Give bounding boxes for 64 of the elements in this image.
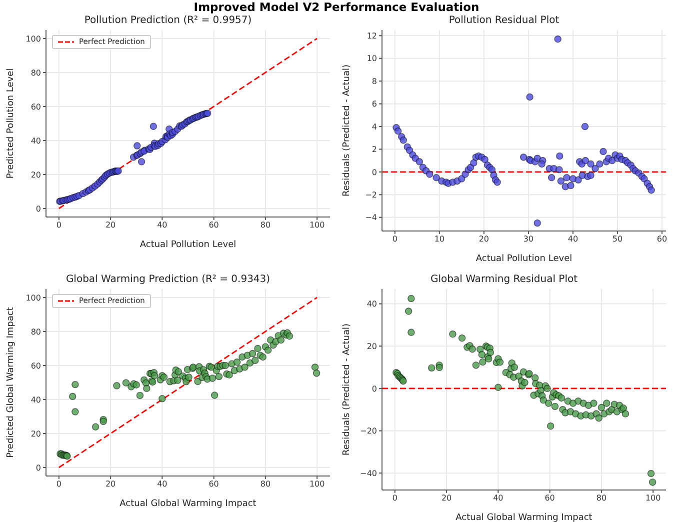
y-tick-label: 40 — [30, 136, 41, 146]
x-tick-label: 80 — [260, 480, 271, 489]
x-axis-title: Actual Pollution Level — [476, 254, 572, 264]
y-tick-label: 10 — [366, 54, 377, 64]
x-tick-label: 40 — [568, 234, 578, 244]
y-axis-title: Predicted Pollution Level — [6, 68, 16, 179]
x-tick-label: 100 — [309, 220, 325, 230]
x-tick-label: 20 — [105, 480, 116, 489]
chart-title: Global Warming Residual Plot — [429, 273, 579, 286]
y-tick-label: 0 — [36, 463, 41, 472]
x-tick-label: 40 — [157, 480, 168, 489]
x-axis-title: Actual Global Warming Impact — [456, 513, 593, 522]
y-tick-label: 0 — [372, 168, 377, 177]
y-tick-label: 8 — [372, 76, 377, 86]
text: Improved Model V2 Performance Evaluation — [192, 0, 480, 14]
x-tick-label: 0 — [392, 234, 398, 244]
y-tick-label: 0 — [36, 204, 41, 214]
x-tick-label: 20 — [478, 234, 490, 244]
x-tick-label: 30 — [523, 234, 534, 244]
x-tick-label: 60 — [544, 494, 555, 503]
y-tick-label: 40 — [366, 300, 377, 309]
y-tick-label: 20 — [30, 170, 41, 180]
y-tick-label: −40 — [360, 468, 377, 478]
y-tick-label: −20 — [360, 426, 377, 436]
y-tick-label: 80 — [30, 68, 41, 78]
x-tick-label: 0 — [56, 220, 62, 230]
x-tick-label: 40 — [157, 220, 168, 230]
y-tick-label: 4 — [372, 122, 377, 132]
x-tick-label: 20 — [105, 220, 116, 230]
y-tick-label: −2 — [365, 190, 377, 200]
x-tick-label: 100 — [645, 494, 661, 503]
y-axis-title: Residuals (Predicted - Actual) — [342, 324, 352, 456]
y-tick-label: 12 — [366, 32, 377, 41]
x-tick-label: 0 — [392, 494, 398, 503]
y-tick-label: 0 — [372, 384, 377, 394]
y-tick-label: 20 — [30, 429, 41, 438]
y-axis-title: Predicted Global Warming Impact — [6, 306, 16, 458]
x-tick-label: 100 — [309, 480, 325, 489]
y-tick-label: 2 — [372, 145, 377, 154]
x-tick-label: 10 — [434, 234, 445, 244]
x-tick-label: 40 — [493, 494, 504, 503]
y-tick-label: 100 — [26, 34, 41, 44]
x-tick-label: 50 — [612, 234, 623, 244]
y-tick-label: 100 — [26, 293, 41, 302]
x-tick-label: 0 — [56, 480, 62, 489]
x-axis-title: Actual Global Warming Impact — [120, 499, 257, 509]
x-tick-label: 60 — [208, 220, 219, 230]
y-tick-label: −4 — [365, 213, 377, 222]
y-tick-label: 6 — [372, 100, 377, 109]
x-tick-label: 60 — [208, 480, 219, 489]
y-tick-label: 40 — [30, 395, 41, 404]
x-axis-title: Actual Pollution Level — [140, 240, 236, 250]
y-tick-label: 20 — [366, 342, 377, 351]
x-tick-label: 80 — [596, 494, 607, 503]
chart-title: Pollution Prediction (R² = 0.9957) — [83, 14, 253, 27]
y-axis-title: Residuals (Predicted - Actual) — [342, 64, 352, 196]
x-tick-label: 80 — [260, 220, 271, 230]
y-tick-label: 60 — [30, 361, 41, 370]
x-tick-label: 20 — [441, 494, 452, 503]
y-tick-label: 60 — [30, 102, 41, 112]
chart-title: Global Warming Prediction (R² = 0.9343) — [64, 273, 272, 286]
y-tick-label: 80 — [30, 327, 41, 336]
x-tick-label: 60 — [656, 234, 668, 244]
chart-title: Pollution Residual Plot — [448, 14, 560, 27]
